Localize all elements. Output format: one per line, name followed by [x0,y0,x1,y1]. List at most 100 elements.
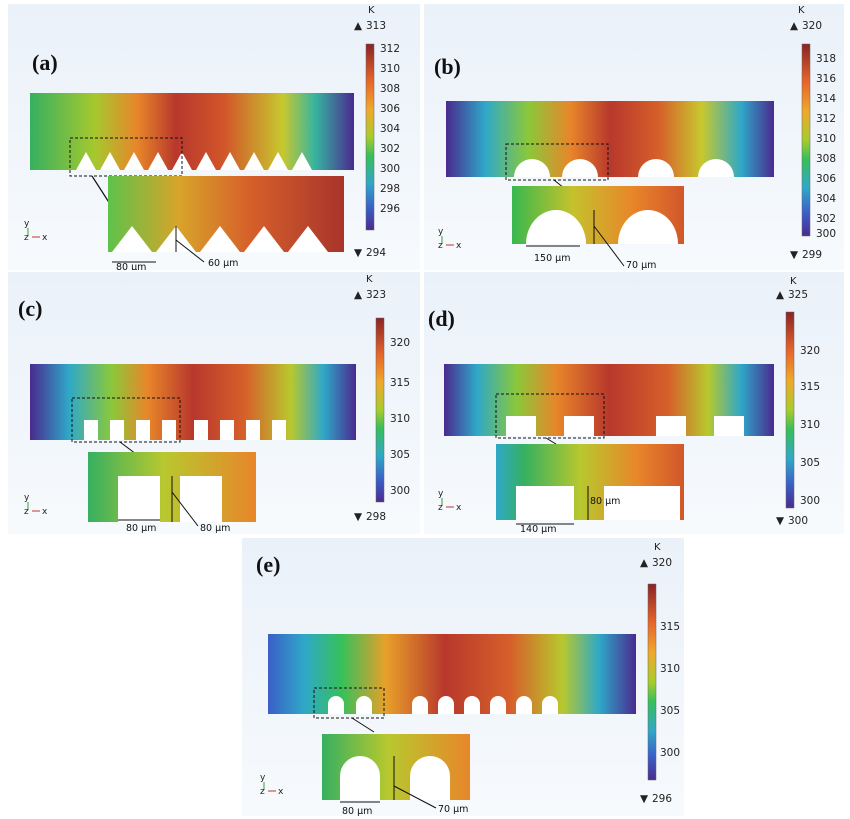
panel-label: (b) [434,54,461,79]
svg-text:318: 318 [816,53,836,65]
svg-text:300: 300 [660,747,680,759]
panel-label: (e) [256,552,281,577]
svg-text:313: 313 [366,20,386,32]
height-label: 70 µm [626,260,656,270]
panel-a-figure: 80 µm 60 µm y z x K ▲ 313 312 310 308 30… [24,5,400,270]
svg-text:310: 310 [380,63,400,75]
pitch-label: 80 µm [116,262,146,270]
svg-text:▲: ▲ [790,20,799,32]
svg-text:325: 325 [788,289,808,301]
svg-text:x: x [42,233,48,243]
arch-fins [328,696,558,714]
zoom-arrow [91,175,111,205]
svg-text:296: 296 [652,793,672,805]
svg-text:305: 305 [390,449,410,461]
axis-triad: y z x [24,219,48,243]
svg-text:320: 320 [800,345,820,357]
svg-text:z: z [438,503,443,513]
svg-text:315: 315 [800,381,820,393]
height-label: 60 µm [208,258,238,269]
svg-text:K: K [654,542,661,553]
svg-text:300: 300 [816,228,836,240]
svg-text:314: 314 [816,93,836,105]
height-leader [175,239,205,263]
svg-text:y: y [24,493,30,503]
zoom-arch-2 [618,210,678,244]
zoom-view-a: 80 µm 60 µm [108,176,344,270]
rect-fins [84,420,286,440]
panel-e: (e) 80 µm 70 µm y z x K [242,538,684,816]
svg-text:z: z [24,507,29,517]
svg-text:▲: ▲ [354,20,363,32]
svg-text:304: 304 [816,193,836,205]
axis-triad: y z x [438,489,462,513]
svg-text:300: 300 [390,485,410,497]
svg-text:z: z [438,241,443,251]
svg-text:315: 315 [390,377,410,389]
semicircle-fins [514,159,734,177]
svg-text:308: 308 [380,83,400,95]
svg-text:y: y [24,219,30,229]
pitch-label: 80 µm [342,806,372,816]
svg-text:▼: ▼ [354,247,363,259]
svg-text:304: 304 [380,123,400,135]
svg-text:306: 306 [380,103,400,115]
svg-text:▼: ▼ [354,511,363,523]
panel-a: (a) 80 µm 60 µm [8,4,420,270]
svg-text:312: 312 [816,113,836,125]
svg-text:315: 315 [660,621,680,633]
svg-text:x: x [42,507,48,517]
panel-c: (c) 80 µm 80 µm y z x K ▲ 323 [8,272,420,534]
plate-a [30,93,354,205]
svg-text:310: 310 [660,663,680,675]
panel-b: (b) 150 µm 70 µm y z x K ▲ 320 31 [424,4,844,270]
svg-text:300: 300 [800,495,820,507]
svg-text:305: 305 [660,705,680,717]
svg-text:▼: ▼ [776,515,785,527]
svg-text:▲: ▲ [640,557,649,569]
height-leader [393,785,437,809]
svg-text:308: 308 [816,153,836,165]
zoom-arrow [351,717,375,733]
pitch-label: 80 µm [126,523,156,534]
plate-body [30,364,356,440]
svg-text:▼: ▼ [640,793,649,805]
zoom-gap-1 [516,486,574,520]
panel-d-figure: 140 µm 80 µm y z x K ▲ 325 320 315 310 3… [438,276,820,534]
svg-text:320: 320 [802,20,822,32]
svg-text:310: 310 [800,419,820,431]
svg-text:x: x [278,787,284,797]
svg-text:305: 305 [800,457,820,469]
zoom-arch-2 [410,756,450,800]
zoom-gap-2 [604,486,680,520]
pitch-label: 140 µm [520,524,556,534]
svg-text:296: 296 [380,203,400,215]
panel-e-figure: 80 µm 70 µm y z x K ▲ 320 315 310 305 30… [260,542,680,816]
svg-text:323: 323 [366,289,386,301]
svg-text:▲: ▲ [354,289,363,301]
svg-text:K: K [790,276,797,287]
panel-label: (d) [428,306,455,331]
height-leader [593,225,625,267]
panel-label: (c) [18,296,43,321]
svg-text:y: y [260,773,266,783]
colorbar-e: K ▲ 320 315 310 305 300 ▼ 296 [640,542,680,805]
zoom-box [495,393,605,439]
svg-text:x: x [456,241,462,251]
colorbar-b: K ▲ 320 318 316 314 312 310 308 306 304 … [790,5,836,261]
svg-text:310: 310 [816,133,836,145]
zoom-arrow [545,437,557,445]
panel-d: (d) 140 µm 80 µm y z x K ▲ 325 320 [424,272,844,534]
svg-text:306: 306 [816,173,836,185]
svg-text:y: y [438,227,444,237]
svg-text:320: 320 [390,337,410,349]
svg-text:312: 312 [380,43,400,55]
axis-triad: y z x [24,493,48,517]
zoom-box [505,143,609,181]
panel-c-figure: 80 µm 80 µm y z x K ▲ 323 320 315 310 30… [24,274,410,534]
height-label: 70 µm [438,804,468,815]
svg-text:y: y [438,489,444,499]
wide-rect-fins [506,416,744,436]
panel-b-figure: 150 µm 70 µm y z x K ▲ 320 318 316 314 3… [438,5,836,270]
pitch-label: 150 µm [534,253,570,264]
